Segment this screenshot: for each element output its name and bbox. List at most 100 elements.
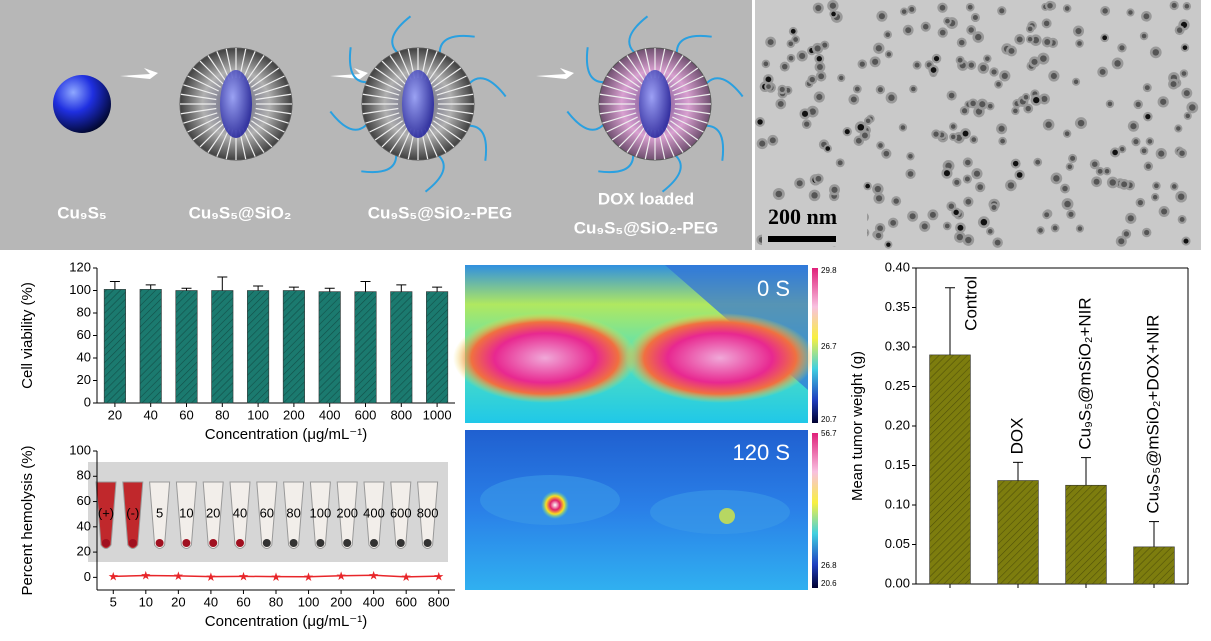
pore xyxy=(365,112,400,124)
particle-core xyxy=(967,4,973,10)
pore xyxy=(667,123,692,148)
particle-core xyxy=(1032,36,1040,44)
tube xyxy=(390,481,412,549)
particle-core xyxy=(959,39,965,46)
pore xyxy=(430,123,455,148)
bar xyxy=(318,291,341,404)
particle-core xyxy=(809,76,815,83)
pore xyxy=(669,120,699,141)
pore xyxy=(437,93,474,101)
particle-core xyxy=(970,100,976,107)
colorbar-label: 26.7 xyxy=(821,342,837,351)
tube-label: 400 xyxy=(363,505,385,520)
schematic-label: Cu₉S₅@SiO₂-PEG xyxy=(574,218,718,237)
bar xyxy=(354,291,377,404)
tube xyxy=(229,481,251,549)
particle-core xyxy=(965,159,971,166)
particle-core xyxy=(829,2,837,9)
particle-core xyxy=(945,18,950,24)
peg-chain xyxy=(706,124,725,161)
x-axis-label: Concentration (μg/mL⁻¹) xyxy=(205,426,367,443)
particle-core xyxy=(1130,123,1137,130)
particle-core xyxy=(1185,113,1190,119)
particle-core xyxy=(1179,216,1185,222)
particle-core xyxy=(1053,175,1060,182)
colorbar xyxy=(812,433,818,588)
tube-pellet xyxy=(102,539,110,547)
pore xyxy=(435,116,467,133)
particle-core xyxy=(901,9,907,14)
particle-core xyxy=(765,76,772,83)
pore xyxy=(183,112,218,124)
tube-label: 5 xyxy=(156,505,163,520)
pore xyxy=(255,107,292,115)
peg-chain xyxy=(661,155,682,193)
particle-core xyxy=(790,28,796,34)
particle-core xyxy=(1044,39,1051,45)
tube-label: 600 xyxy=(390,505,412,520)
particle-core xyxy=(980,218,988,226)
particle-core xyxy=(782,63,788,70)
y-axis-label: Cell viability (%) xyxy=(19,282,36,389)
particle-core xyxy=(1025,105,1031,112)
pore xyxy=(664,126,684,153)
pore xyxy=(180,107,217,115)
pore xyxy=(599,107,636,115)
pore xyxy=(389,55,409,82)
particle-core xyxy=(799,52,806,60)
particle-core xyxy=(1077,41,1082,46)
pore xyxy=(398,51,412,80)
pore xyxy=(192,67,222,88)
particle-core xyxy=(767,39,774,46)
particle-core xyxy=(950,134,956,140)
particle-core xyxy=(1171,184,1177,189)
particle-core xyxy=(865,183,870,189)
pore xyxy=(369,116,401,133)
particle-core xyxy=(998,125,1005,132)
tube-label: (+) xyxy=(98,505,114,520)
particle-core xyxy=(1077,226,1083,231)
particle-core xyxy=(844,129,850,135)
particle-core xyxy=(837,160,843,166)
colorbar-label: 26.8 xyxy=(821,561,837,570)
particle-core xyxy=(1128,10,1133,15)
pore xyxy=(180,93,217,101)
particle-core xyxy=(1114,60,1121,67)
y-tick-label: 0.25 xyxy=(885,378,910,393)
particle-core xyxy=(1038,228,1043,233)
particle-core xyxy=(809,108,816,115)
pore xyxy=(424,51,438,80)
pore xyxy=(187,75,219,92)
particle-core xyxy=(987,103,993,109)
particle-core xyxy=(965,198,972,205)
particle-core xyxy=(1001,72,1008,79)
particle-core xyxy=(788,55,794,61)
particle-core xyxy=(955,134,963,141)
colorbar-label: 20.7 xyxy=(821,415,837,424)
particle-core xyxy=(968,62,975,68)
pore xyxy=(427,55,447,82)
peg-chain xyxy=(424,155,445,193)
x-tick-label: 20 xyxy=(108,407,122,422)
tube-pellet xyxy=(262,539,271,547)
pore xyxy=(369,75,401,92)
pore xyxy=(606,116,638,133)
particle-core xyxy=(874,185,882,193)
particle-core xyxy=(948,203,955,209)
tube-label: 60 xyxy=(260,505,274,520)
particle-core xyxy=(1135,101,1141,108)
particle-core xyxy=(775,190,783,198)
pore xyxy=(661,51,675,80)
pore xyxy=(362,93,399,101)
pore xyxy=(216,128,230,157)
particle-core xyxy=(1050,72,1057,80)
x-tick-label: 60 xyxy=(179,407,193,422)
x-tick-label: 600 xyxy=(395,594,417,609)
pore xyxy=(254,112,289,124)
particle-core xyxy=(1027,26,1033,32)
particle-core xyxy=(878,143,883,148)
particle-core xyxy=(890,219,897,226)
pore xyxy=(374,67,404,88)
particle-core xyxy=(999,8,1005,14)
tube-pellet xyxy=(209,539,218,547)
